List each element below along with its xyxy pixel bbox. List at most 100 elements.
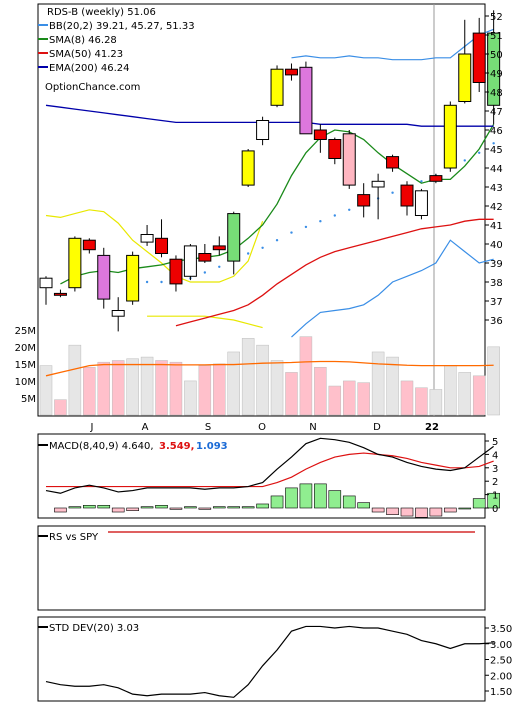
std-dev-line [45,625,494,698]
volume-bar [270,360,284,416]
sar-dot [333,214,336,217]
candle-body [169,258,183,285]
candle-body [313,129,327,140]
volume-bar [111,360,125,416]
rs-legend: RS vs SPY [38,532,99,543]
rs-legend-label: RS vs SPY [49,532,99,543]
volume-bar [169,361,183,416]
volume-bar [256,344,269,416]
macd-histogram-bar [184,506,197,509]
volume-average-line [45,360,494,377]
rs-panel-frame [37,525,486,611]
volume-bar [39,365,53,416]
macd-histogram-bar [256,503,269,509]
macd-histogram-bar [357,502,370,509]
candle-body [270,68,284,106]
macd-histogram-bar [169,507,183,510]
month-label: S [205,422,211,433]
price-tick-label: 38 [490,278,503,289]
volume-bar [299,336,313,416]
candle-body [212,245,226,251]
macd-signal-line [46,452,494,488]
candle-body [198,253,212,262]
std-tick-label: 1.50 [490,687,512,698]
month-label: D [373,422,381,433]
volume-bar [386,356,399,416]
candle-body [111,310,125,317]
candle-body [227,213,241,262]
volume-bar [126,358,139,416]
sar-dot [160,280,163,284]
volume-bar [97,361,111,416]
macd-histogram-bar [126,507,139,511]
legend-sma50: SMA(50) 41.23 [49,49,123,60]
price-tick-label: 37 [490,297,503,308]
volume-tick-label: 15M [15,360,36,371]
macd-histogram-bar [415,507,428,518]
volume-bar [429,389,443,416]
macd-legend-label: MACD(8,40,9) 4.640, [49,441,154,452]
volume-bar [472,375,486,416]
macd-histogram-bar [458,507,472,510]
sar-dot [290,231,293,234]
volume-bar [54,399,67,416]
price-tick-label: 48 [490,88,503,99]
macd-histogram-bar [285,487,298,509]
candle-body [284,68,298,76]
legend-sma8: SMA(8) 46.28 [49,35,117,46]
price-tick-label: 36 [490,316,503,327]
price-tick-label: 50 [490,50,503,61]
candle-body [39,277,53,289]
candle-body [458,53,472,102]
candle-body [357,194,371,207]
macd-histogram-bar [54,507,67,513]
std-legend-label: STD DEV(20) 3.03 [49,623,139,634]
legend-ema200: EMA(200) 46.24 [49,63,129,74]
macd-histogram-bar [198,507,212,510]
volume-bar [400,380,414,416]
volume-bar [314,367,327,416]
month-label: 22 [425,422,439,433]
watermark: OptionChance.com [45,82,140,93]
macd-tick-label: 1 [492,491,498,502]
volume-bar [458,372,472,416]
legend-symbol: RDS-B (weekly) 51.06 [47,7,156,18]
macd-histogram-bar [83,505,96,509]
sar-dot [478,151,481,154]
sar-dot [319,220,322,223]
volume-tick-label: 10M [15,377,36,388]
std-tick-label: 2.50 [490,656,512,667]
sar-dot [391,191,394,194]
month-label: O [258,422,266,433]
std-legend: STD DEV(20) 3.03 [38,623,139,634]
sar-dot [203,271,207,274]
price-tick-label: 52 [490,12,503,23]
macd-histogram-bar [97,505,111,509]
candle-body [386,156,400,169]
candle-body [472,32,486,83]
macd-tick-label: 4 [492,450,498,461]
macd-histogram-bar [111,507,125,513]
volume-bar [68,344,82,416]
macd-tick-label: 0 [492,504,498,515]
sar-dot [420,180,423,183]
candle-body [487,32,501,106]
macd-histogram-bar [155,505,168,509]
macd-histogram-bar [270,495,284,509]
volume-bar [357,382,370,416]
volume-bar [285,372,298,416]
price-tick-label: 39 [490,259,503,270]
price-tick-label: 41 [490,221,503,232]
price-legend: RDS-B (weekly) 51.06 BB(20,2) 39.21, 45.… [38,7,195,93]
candle-body [256,120,270,140]
macd-histogram-bar [342,495,356,509]
overlay-sma50 [175,218,494,327]
candle-body [299,66,313,135]
overlay-ema200 [45,104,494,127]
sar-dot [492,142,495,145]
candle-body [183,245,197,277]
price-tick-label: 44 [490,164,503,175]
volume-tick-label: 25M [15,326,36,337]
candle-body [140,234,154,243]
